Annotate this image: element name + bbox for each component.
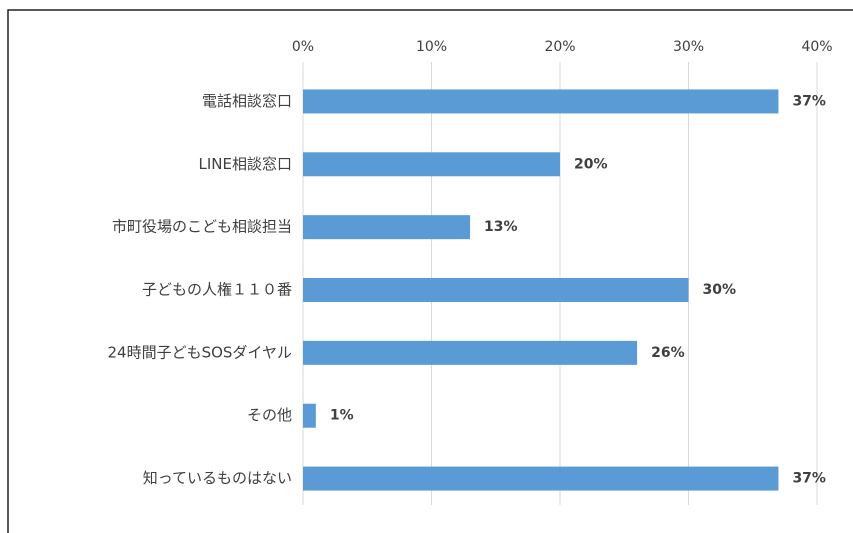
x-tick-label: 30% <box>673 39 704 55</box>
frame <box>7 9 853 533</box>
y-tick-label: 子どもの人権１１０番 <box>142 281 292 299</box>
y-tick-label: その他 <box>247 406 292 424</box>
bar <box>303 466 779 491</box>
value-label: 30% <box>703 282 737 298</box>
x-tick-label: 0% <box>292 39 314 55</box>
y-tick-label: 24時間子どもSOSダイヤル <box>108 343 293 361</box>
y-tick-label: 電話相談窓口 <box>202 92 292 110</box>
bar <box>303 215 471 240</box>
value-label: 13% <box>484 219 518 235</box>
y-tick-label: 市町役場のこども相談担当 <box>112 218 292 236</box>
bar <box>303 340 638 365</box>
value-label: 1% <box>330 408 354 424</box>
value-label: 20% <box>574 156 608 172</box>
bar <box>303 152 560 177</box>
value-label: 37% <box>792 93 826 109</box>
y-tick-label: LINE相談窓口 <box>199 155 292 173</box>
x-tick-label: 10% <box>416 39 447 55</box>
value-label: 37% <box>792 471 826 487</box>
x-tick-label: 40% <box>801 39 832 55</box>
y-tick-label: 知っているものはない <box>143 469 292 487</box>
bar <box>303 403 316 428</box>
bar <box>303 89 779 114</box>
value-label: 26% <box>651 345 685 361</box>
x-tick-label: 20% <box>544 39 575 55</box>
bar <box>303 278 689 302</box>
